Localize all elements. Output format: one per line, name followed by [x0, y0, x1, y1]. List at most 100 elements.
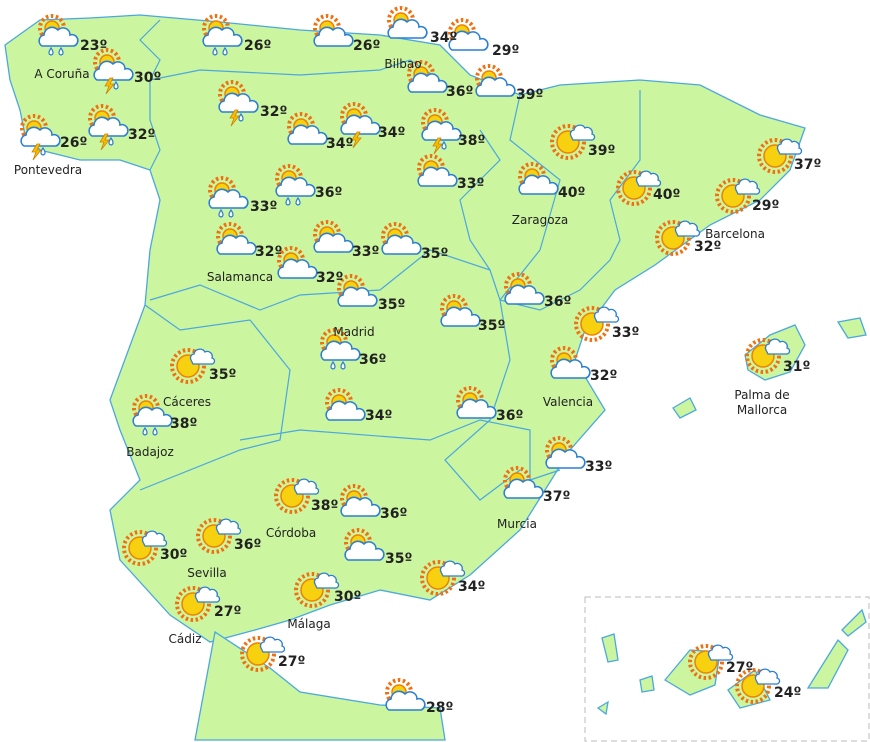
- rain-drop: [222, 46, 228, 56]
- weather-icon: [340, 484, 381, 517]
- rain-drop: [113, 80, 119, 90]
- temperature: 38º: [458, 133, 486, 149]
- sun-rays: [196, 518, 232, 554]
- cloud: [340, 114, 381, 135]
- weather-icon: [420, 560, 466, 596]
- temperature: 40º: [653, 187, 681, 203]
- region-border: [139, 19, 161, 81]
- sun-rays: [175, 586, 211, 622]
- island: [841, 608, 867, 637]
- temperature: 36º: [315, 185, 343, 201]
- rain-drop: [212, 46, 218, 56]
- lightning: [99, 133, 110, 151]
- rain-drop: [58, 46, 64, 56]
- sun-rays: [735, 668, 771, 704]
- cloud: [439, 560, 466, 577]
- weather-icon: [407, 60, 448, 93]
- weather-icon: [745, 338, 791, 374]
- mainland: [4, 14, 806, 643]
- cloud: [88, 116, 129, 137]
- cloud: [216, 234, 257, 255]
- temperature: 35º: [421, 246, 449, 262]
- cloud: [635, 170, 662, 187]
- city-name: Cádiz: [168, 632, 202, 646]
- temperature: 26º: [244, 38, 272, 54]
- city-name: Murcia: [497, 517, 537, 531]
- cloud: [218, 92, 259, 113]
- cloud: [569, 124, 596, 141]
- lightning: [432, 137, 443, 155]
- temperature: 36º: [446, 84, 474, 100]
- cloud: [421, 120, 462, 141]
- weather-icon: [20, 114, 61, 161]
- weather-icon: [448, 18, 489, 51]
- temperature: 33º: [457, 176, 485, 192]
- cloud: [141, 530, 168, 547]
- weather-icon: [170, 348, 216, 384]
- weather-icon: [132, 394, 173, 436]
- cloud: [38, 26, 79, 47]
- weather-icon: [757, 138, 803, 174]
- city-name: Barcelona: [705, 227, 765, 241]
- weather-icon: [504, 272, 545, 305]
- weather-icon: [387, 6, 428, 39]
- temperature: 32º: [590, 368, 618, 384]
- island: [596, 700, 609, 716]
- temperature: 30º: [160, 547, 188, 563]
- cloud: [325, 400, 366, 421]
- rain-drop: [330, 360, 336, 370]
- cloud: [202, 26, 243, 47]
- city-name: Pontevedra: [13, 163, 83, 177]
- weather-icon: [574, 306, 620, 342]
- temperature: 32º: [128, 127, 156, 143]
- cloud: [440, 306, 481, 327]
- cloud: [707, 644, 734, 661]
- sun-rays: [274, 478, 310, 514]
- temperature: 32º: [316, 270, 344, 286]
- weather-icon: [385, 678, 426, 711]
- temperature: 33º: [585, 459, 613, 475]
- cloud: [293, 478, 320, 495]
- cloud: [776, 138, 803, 155]
- cloud: [475, 76, 516, 97]
- weather-icon: [545, 436, 586, 469]
- weather-icon: [381, 222, 422, 255]
- temperature: 35º: [478, 318, 506, 334]
- region-border: [499, 94, 561, 301]
- cloud: [132, 406, 173, 427]
- cloud: [208, 188, 249, 209]
- city-name: Badajoz: [126, 445, 174, 459]
- sun-rays: [122, 530, 158, 566]
- cloud: [20, 126, 61, 147]
- weather-icon: [208, 176, 249, 218]
- temperature: 33º: [352, 244, 380, 260]
- weather-icon: [240, 636, 286, 672]
- weather-icon: [503, 466, 544, 499]
- cloud: [337, 286, 378, 307]
- sun-rays: [550, 124, 586, 160]
- cloud: [754, 668, 781, 685]
- cloud: [287, 124, 328, 145]
- rain-drop: [108, 136, 114, 146]
- weather-icon: [456, 386, 497, 419]
- weather-icon: [294, 572, 340, 608]
- temperature: 36º: [359, 352, 387, 368]
- lightning: [351, 131, 362, 149]
- cloud: [387, 18, 428, 39]
- weather-icon: [88, 104, 129, 151]
- weather-icon: [175, 586, 221, 622]
- temperature: 27º: [214, 604, 242, 620]
- temperature: 37º: [543, 489, 571, 505]
- cloud: [313, 572, 340, 589]
- island: [639, 675, 655, 693]
- temperature: 23º: [80, 38, 108, 54]
- sun-rays: [170, 348, 206, 384]
- temperature: 34º: [365, 408, 393, 424]
- island: [601, 633, 619, 663]
- city-name: Bilbao: [384, 57, 422, 71]
- temperature: 35º: [385, 551, 413, 567]
- temperature: 37º: [794, 157, 822, 173]
- temperature: 27º: [726, 660, 754, 676]
